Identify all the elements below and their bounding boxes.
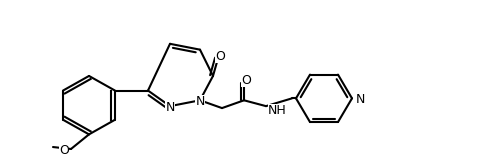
Text: O: O [215, 49, 225, 63]
Text: NH: NH [268, 104, 287, 117]
Text: O: O [59, 144, 69, 157]
Text: N: N [165, 101, 175, 114]
Text: N: N [356, 93, 366, 106]
Text: O: O [241, 74, 251, 87]
Text: N: N [195, 95, 205, 108]
